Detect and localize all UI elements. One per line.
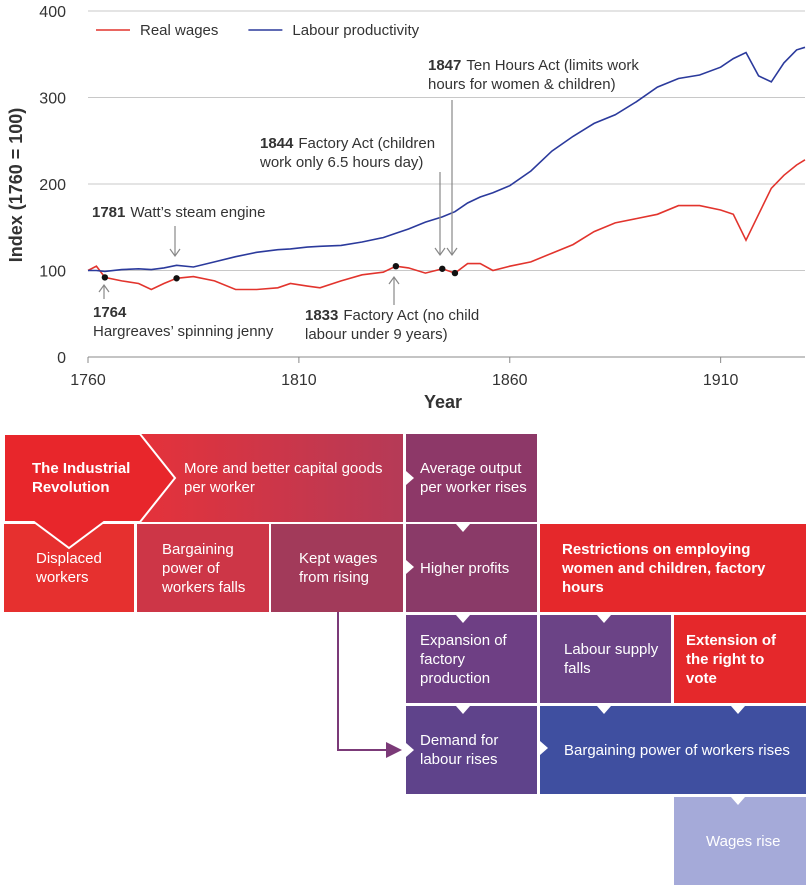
flow-box: Average output per worker rises [406,434,537,522]
annotation: 1844 Factory Act (children work only 6.5 h… [259,135,435,171]
flow-box: Displaced workers [4,524,134,612]
annotation-year: 1844 [260,135,294,152]
event-dot [101,274,109,281]
y-tick-label: 400 [39,4,66,21]
y-tick-label: 300 [39,91,66,108]
flow-box: More and better capital goods per worker [140,434,403,522]
annotation: 1833 Factory Act (no child labour under 9 … [305,307,479,343]
annotation-arrow-head [388,275,400,285]
y-tick-label: 0 [57,350,66,367]
annotation-year: 1781 [92,204,125,221]
flow-box: Restrictions on employing women and chil… [540,524,806,612]
flow-box: Wages rise [674,797,806,885]
x-tick-label: 1860 [492,372,528,389]
annotation: 1764 Hargreaves’ spinning jenny [93,304,274,340]
annotation-text: labour under 9 years) [305,326,448,343]
annotation-text: Watt’s steam engine [130,204,265,221]
annotation-arrow-head [98,283,110,293]
flow-box: Bargaining power of workers falls [137,524,269,612]
y-tick-label: 200 [39,177,66,194]
annotation-arrow-head [169,248,181,258]
data-line [88,46,806,273]
chart: Index (1760 = 100) Year 0 100 200 300 400 176… [6,4,806,412]
x-tick-label: 1760 [70,372,106,389]
event-dot [173,275,180,282]
event-dot [451,269,459,277]
flow-box: Higher profits [406,524,537,612]
x-tick-label: 1810 [281,372,317,389]
annotation-text: work only 6.5 hours day) [259,154,423,171]
flow-box: Demand for labour rises [406,706,537,794]
y-tick-label: 100 [39,264,66,281]
legend-label: Labour productivity [292,22,419,39]
event-dot [392,262,400,270]
flow-box: Extension of the right to vote [674,615,806,703]
annotation-year: 1833 [305,307,338,324]
annotation-text: Ten Hours Act (limits work [466,57,639,74]
x-tick-label: 1910 [703,372,739,389]
annotation: 1781 Watt’s steam engine [92,204,265,221]
flow-box: Expansion of factory production [406,615,537,703]
legend-label: Real wages [140,22,218,39]
annotation-text: Factory Act (children [298,135,435,152]
annotation-text: Factory Act (no child [343,307,479,324]
flow-box: Kept wages from rising [271,524,403,612]
y-axis-title: Index (1760 = 100) [6,108,26,263]
annotation-arrow-head [446,247,458,257]
flow-box: The Industrial Revolution [32,460,131,496]
flow-box: Labour supply falls [540,615,671,703]
event-dot [439,265,446,272]
x-axis-title: Year [424,392,462,412]
annotation-arrow-head [434,247,446,257]
annotation-year: 1764 [93,304,127,321]
annotation-text: hours for women & children) [428,76,616,93]
annotation: 1847 Ten Hours Act (limits work hours for … [428,57,639,93]
annotation-text: Hargreaves’ spinning jenny [93,323,274,340]
annotation-year: 1847 [428,57,461,74]
connector-arrow [337,612,402,758]
flow-box: Bargaining power of workers rises [540,706,806,794]
